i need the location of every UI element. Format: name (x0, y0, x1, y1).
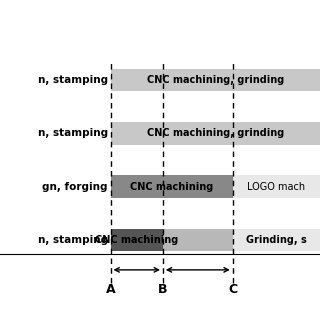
Text: n, stamping: n, stamping (37, 128, 108, 138)
Bar (163, 229, 233, 251)
Text: n, stamping: n, stamping (37, 235, 108, 245)
Bar (233, 175, 320, 198)
Text: n, stamping: n, stamping (37, 75, 108, 85)
Bar (110, 229, 163, 251)
Bar (233, 229, 320, 251)
Text: Grinding, s: Grinding, s (246, 235, 307, 245)
Text: B: B (158, 283, 168, 296)
Text: CNC machining: CNC machining (130, 182, 213, 192)
Text: LOGO mach: LOGO mach (247, 182, 305, 192)
Text: CNC machining, grinding: CNC machining, grinding (147, 128, 284, 138)
Text: CNC machining: CNC machining (95, 235, 178, 245)
Text: gn, forging: gn, forging (42, 182, 108, 192)
Bar (110, 122, 320, 145)
Text: A: A (106, 283, 115, 296)
Bar (110, 175, 233, 198)
Text: CNC machining, grinding: CNC machining, grinding (147, 75, 284, 85)
Bar (110, 69, 320, 91)
Text: C: C (228, 283, 237, 296)
